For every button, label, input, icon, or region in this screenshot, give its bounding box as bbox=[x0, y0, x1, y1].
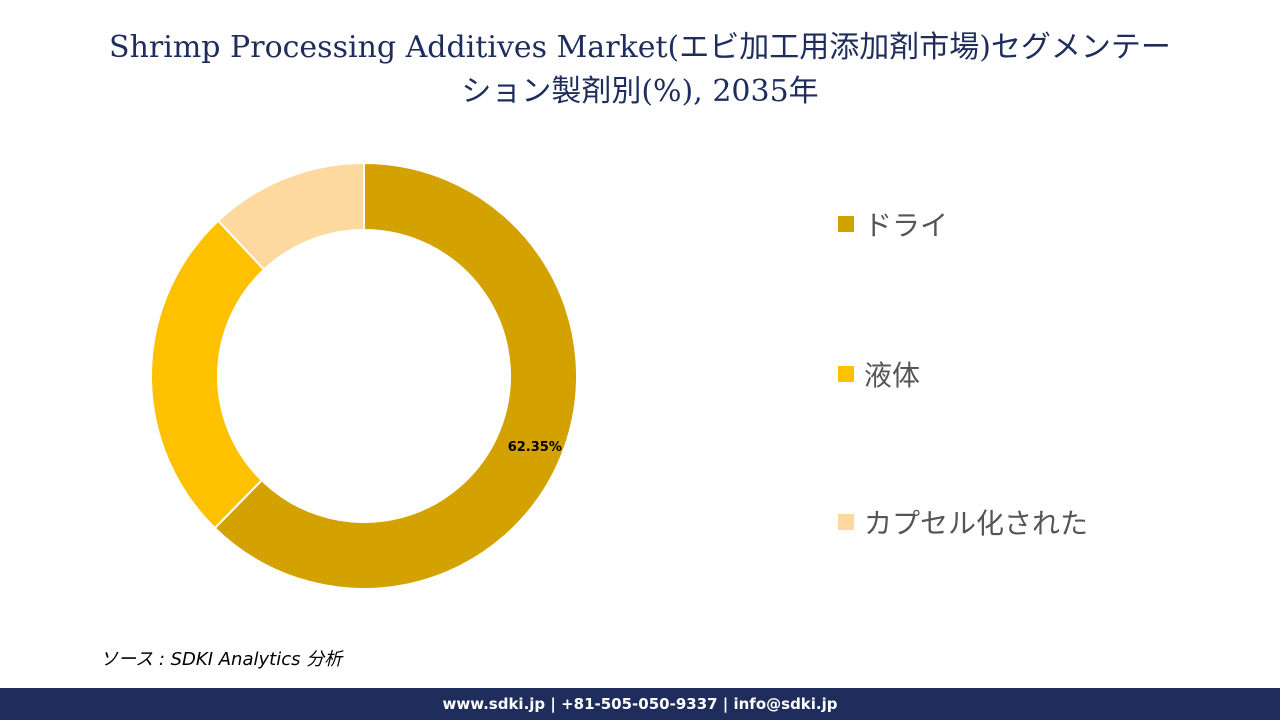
chart-title: Shrimp Processing Additives Market(エビ加工用… bbox=[20, 26, 1260, 114]
donut-slice-2 bbox=[150, 219, 266, 530]
chart-title-line1: Shrimp Processing Additives Market(エビ加工用… bbox=[109, 30, 1171, 65]
donut-slice-3 bbox=[216, 161, 365, 271]
legend-label: 液体 bbox=[864, 359, 921, 392]
donut-slice-1 bbox=[213, 161, 578, 590]
donut-chart: 62.35% bbox=[150, 161, 578, 590]
legend-item-2: 液体 bbox=[838, 354, 920, 394]
legend-label: カプセル化された bbox=[864, 507, 1089, 540]
chart-legend: ドライ液体カプセル化された bbox=[838, 0, 1258, 720]
data-label-1: 62.35% bbox=[508, 440, 562, 455]
legend-swatch bbox=[838, 216, 854, 232]
legend-item-1: ドライ bbox=[838, 204, 948, 244]
legend-item-3: カプセル化された bbox=[838, 502, 1088, 542]
footer-contact: www.sdki.jp | +81-505-050-9337 | info@sd… bbox=[0, 688, 1280, 720]
chart-title-line2: ション製剤別(%), 2035年 bbox=[461, 74, 819, 109]
legend-swatch bbox=[838, 366, 854, 382]
legend-swatch bbox=[838, 514, 854, 530]
legend-label: ドライ bbox=[864, 209, 949, 242]
source-note: ソース : SDKI Analytics 分析 bbox=[100, 649, 343, 670]
